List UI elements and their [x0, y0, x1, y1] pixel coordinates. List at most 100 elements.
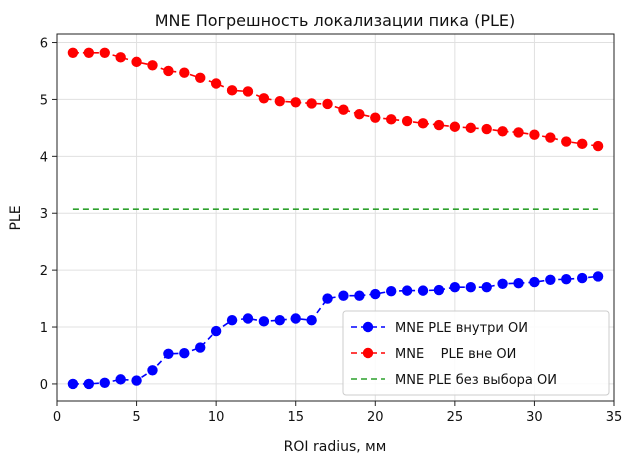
data-point	[401, 285, 413, 296]
legend-label: MNE PLE внутри ОИ	[395, 321, 528, 336]
data-point	[115, 374, 126, 385]
x-tick-label: 35	[606, 410, 623, 425]
data-point	[481, 123, 492, 135]
data-point	[131, 56, 142, 68]
legend-box	[342, 310, 610, 396]
data-point	[417, 285, 429, 296]
data-point	[545, 274, 556, 286]
data-point	[83, 378, 95, 390]
data-point	[147, 60, 158, 71]
data-point	[242, 86, 254, 97]
data-point	[433, 284, 445, 296]
x-tick-label: 25	[447, 410, 464, 425]
legend-marker	[362, 321, 374, 333]
legend-label: MNE PLE вне ОИ	[395, 347, 516, 362]
data-point	[513, 127, 524, 138]
legend-item: MNE PLE без выбора ОИ	[351, 373, 557, 388]
x-tick-label: 10	[208, 410, 225, 425]
series-layer	[67, 47, 604, 390]
y-axis-label: PLE	[8, 205, 24, 230]
data-point	[497, 278, 508, 289]
data-point	[274, 315, 285, 326]
y-tick-label: 6	[40, 37, 48, 52]
data-point	[433, 119, 445, 131]
data-point	[370, 112, 381, 123]
data-point	[242, 313, 254, 324]
legend-item: MNE PLE внутри ОИ	[351, 321, 528, 336]
x-tick-label: 30	[526, 410, 543, 425]
legend-item: MNE PLE вне ОИ	[351, 347, 516, 362]
x-tick-label: 20	[367, 410, 384, 425]
data-point	[354, 109, 365, 120]
data-point	[481, 282, 492, 293]
data-point	[576, 272, 588, 284]
data-point	[465, 122, 476, 134]
data-point	[497, 126, 508, 137]
series-line	[72, 275, 599, 385]
y-tick-label: 1	[40, 321, 48, 336]
legend-marker	[362, 347, 374, 359]
data-point	[274, 95, 285, 107]
y-tick-label: 3	[40, 207, 48, 222]
data-point	[545, 132, 556, 143]
data-point	[449, 121, 461, 132]
data-point	[529, 129, 540, 140]
y-axis: 0 1 2 3 4 5 6	[40, 37, 57, 393]
data-point	[306, 315, 317, 326]
data-point	[322, 98, 333, 110]
data-point	[115, 52, 126, 63]
data-point	[67, 378, 79, 390]
data-point	[163, 65, 174, 77]
data-point	[306, 98, 317, 109]
series-line	[72, 51, 599, 147]
data-point	[163, 348, 174, 359]
x-axis-label: ROI radius, мм	[284, 439, 387, 455]
data-point	[401, 115, 413, 127]
data-point	[338, 104, 349, 115]
data-point	[449, 282, 461, 293]
data-point	[561, 274, 572, 285]
x-tick-label: 0	[53, 410, 61, 425]
data-point	[210, 78, 222, 89]
data-point	[226, 315, 238, 326]
data-point	[576, 138, 588, 150]
data-point	[131, 375, 142, 386]
data-point	[179, 67, 190, 78]
data-point	[99, 47, 110, 58]
data-point	[179, 348, 190, 359]
x-tick-label: 5	[132, 410, 140, 425]
data-point	[290, 97, 301, 108]
data-point	[338, 290, 349, 301]
data-point	[147, 365, 158, 376]
data-point	[290, 313, 301, 324]
data-point	[386, 114, 397, 125]
data-point	[529, 276, 540, 288]
y-tick-label: 2	[40, 264, 48, 279]
data-point	[465, 282, 476, 293]
chart-title: MNE Погрешность локализации пика (PLE)	[155, 11, 515, 30]
series-2	[67, 47, 604, 152]
data-point	[322, 293, 333, 304]
data-point	[67, 47, 79, 58]
data-point	[370, 288, 381, 300]
data-point	[83, 47, 95, 58]
data-point	[210, 325, 222, 337]
data-point	[99, 377, 110, 388]
y-tick-label: 0	[40, 378, 48, 393]
data-point	[258, 93, 270, 104]
data-point	[386, 285, 397, 297]
data-point	[561, 136, 572, 147]
y-tick-label: 4	[40, 150, 48, 165]
legend-label: MNE PLE без выбора ОИ	[395, 373, 557, 388]
data-point	[354, 290, 365, 301]
data-point	[592, 271, 604, 282]
data-point	[513, 278, 524, 289]
data-point	[592, 140, 604, 152]
data-point	[417, 118, 429, 129]
x-tick-label: 15	[287, 410, 304, 425]
x-axis: 0 5 10 15 20 25 30 35	[53, 401, 622, 425]
data-point	[195, 72, 206, 84]
plot-frame	[56, 33, 615, 402]
data-point	[258, 316, 270, 327]
